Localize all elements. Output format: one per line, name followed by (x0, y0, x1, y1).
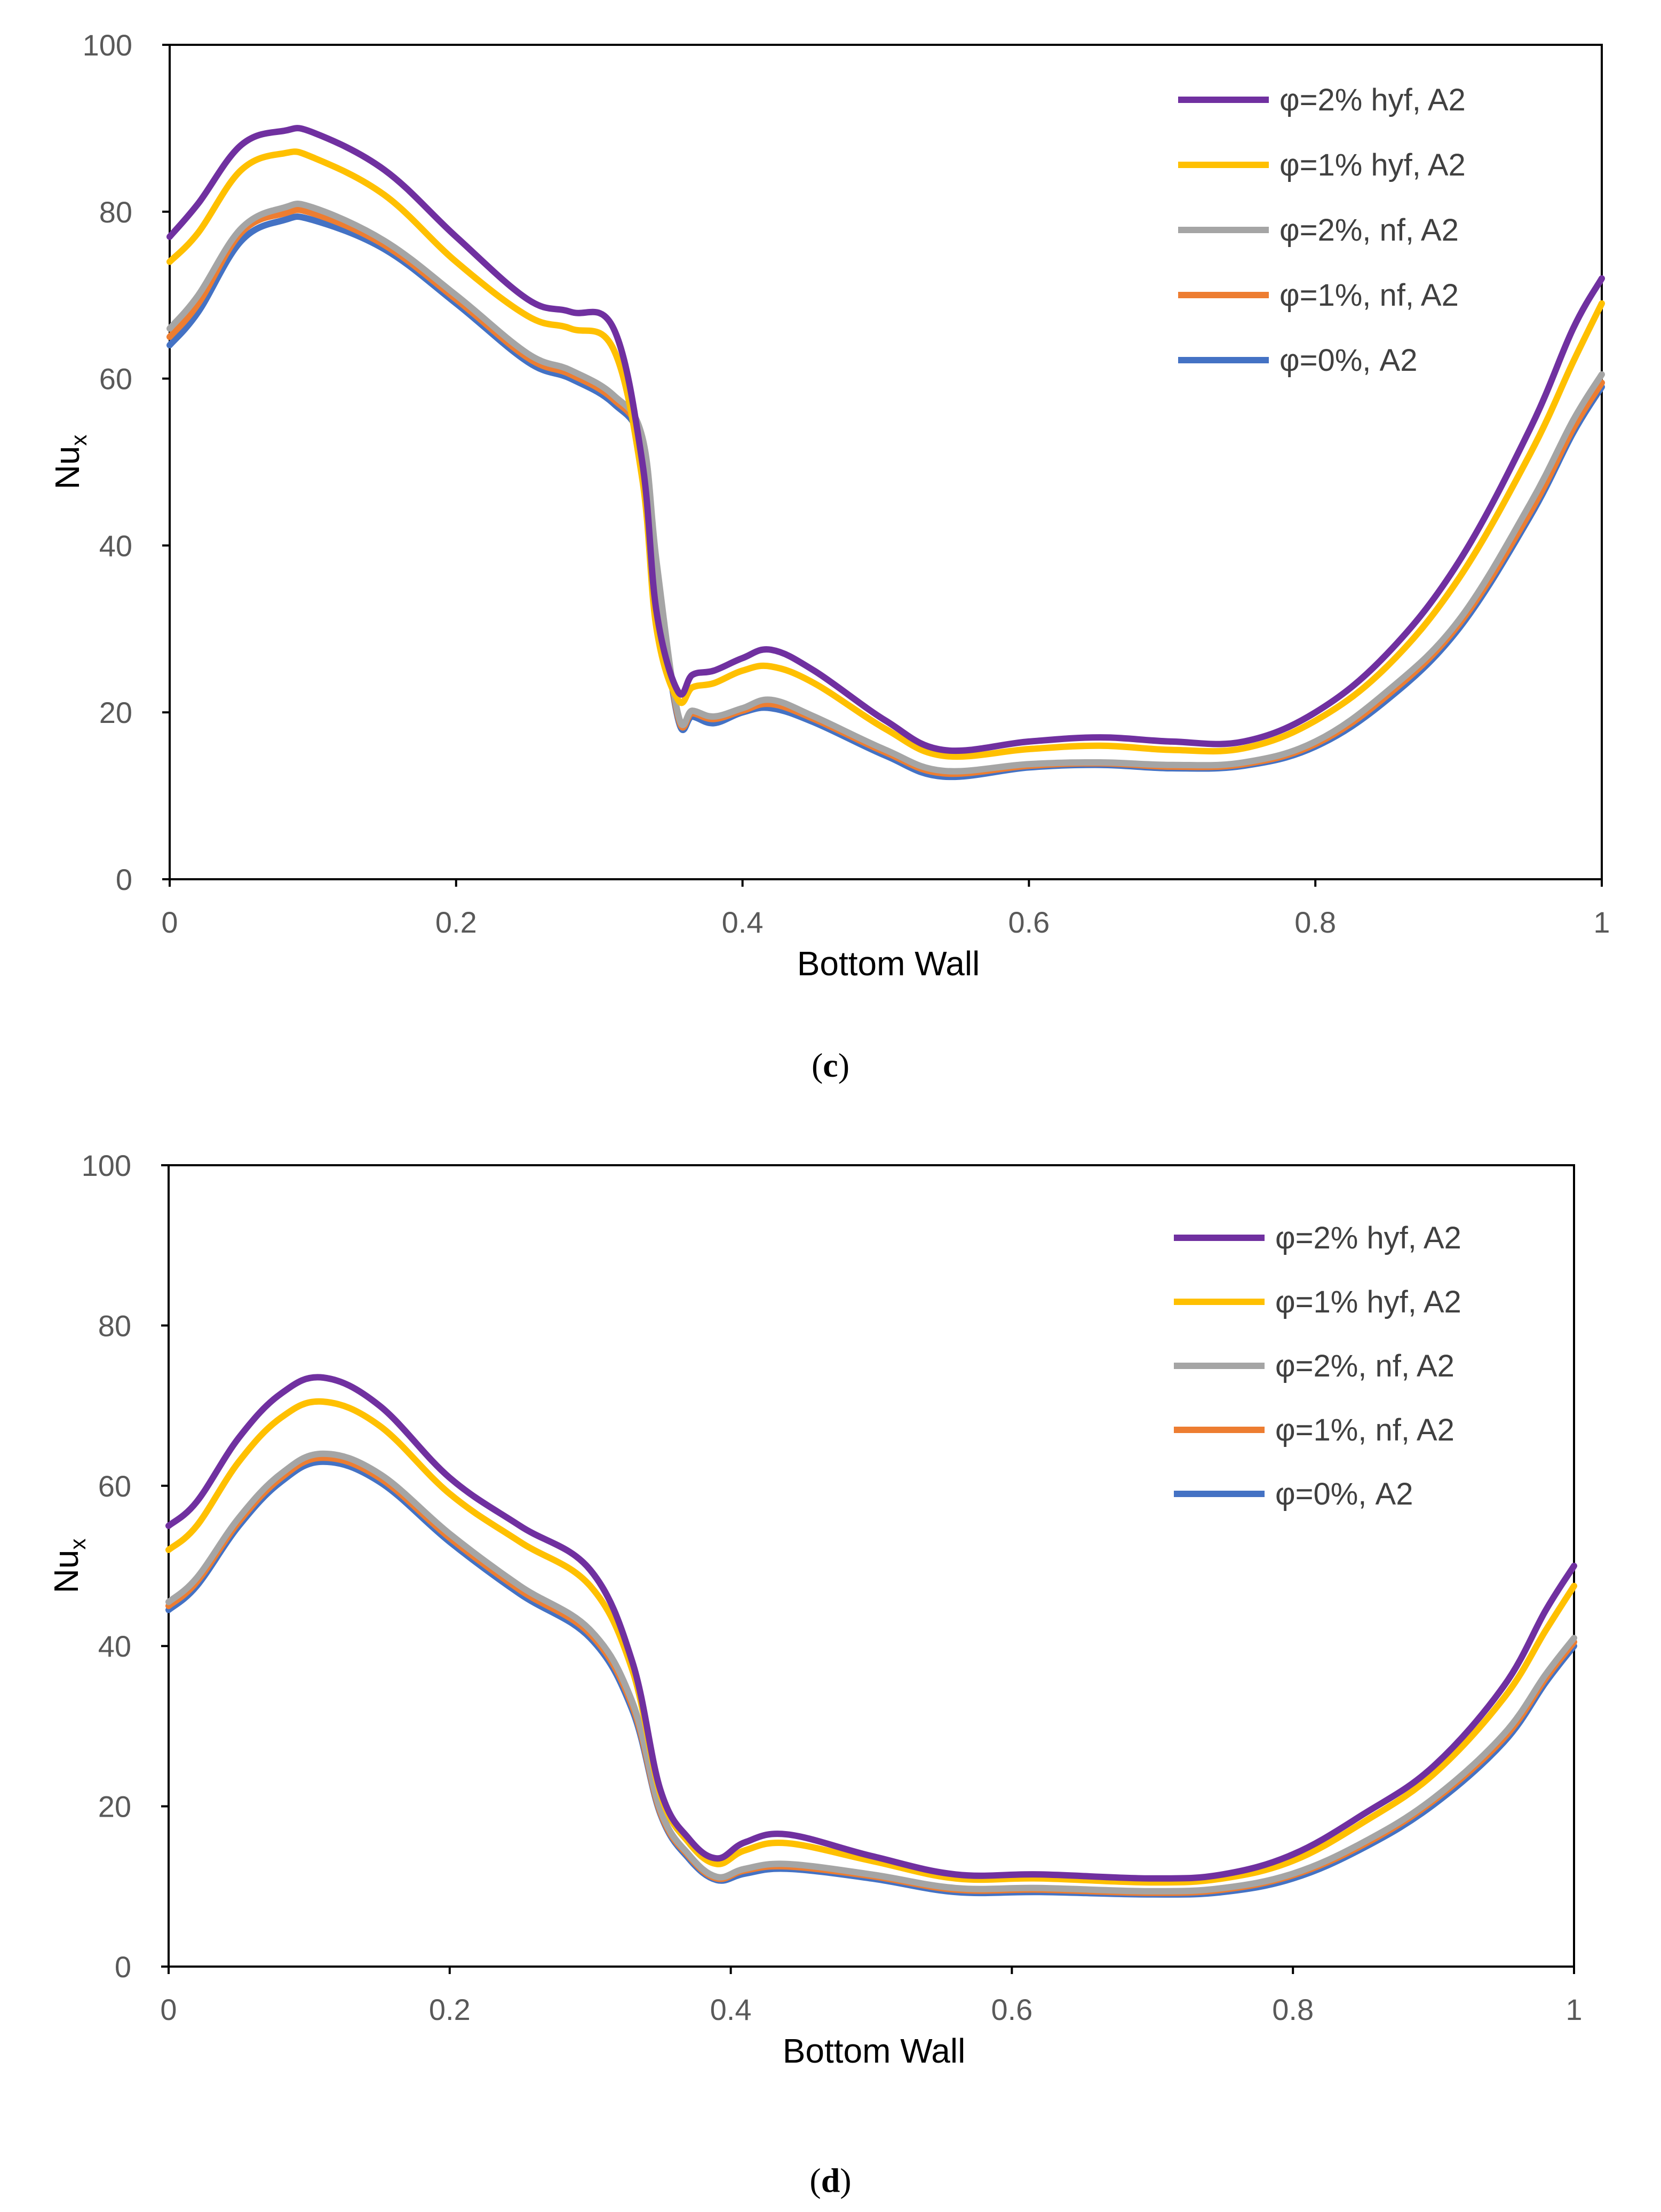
x-tick-label: 0.2 (429, 1993, 471, 2026)
x-tick-label: 0 (160, 1993, 177, 2026)
y-tick-label: 60 (99, 362, 132, 396)
plot-area (169, 44, 1603, 880)
y-axis-title: Nux (47, 1539, 90, 1594)
y-tick-label: 60 (98, 1469, 131, 1503)
chart-d: 0 20 40 60 80 100 0 0.2 0.4 0.6 0.8 1 Bottom Wall Nux… (47, 1149, 1583, 2070)
legend-label-4: φ=1%, nf, A2 (1279, 278, 1459, 313)
y-tick-label: 40 (99, 529, 132, 562)
series-line-1 (165, 1374, 1577, 1882)
y-tick-label: 40 (98, 1629, 131, 1663)
x-tick-label: 0.8 (1272, 1993, 1314, 2026)
chart-c: 0 20 40 60 80 100 0 0.2 0.4 0.6 0.8 1 Bottom Wall Nux… (48, 28, 1610, 983)
legend-label-5: φ=0%, A2 (1279, 343, 1417, 378)
y-axis-title: Nux (48, 435, 91, 490)
x-tick-label: 0 (161, 905, 178, 939)
x-tick-label: 0.6 (991, 1993, 1032, 2026)
y-tick-label: 100 (82, 1149, 131, 1182)
chart-panel-d: 0 20 40 60 80 100 0 0.2 0.4 0.6 0.8 1 Bottom Wall Nux… (0, 1115, 1661, 2212)
series-line-2 (166, 148, 1605, 760)
x-axis-title: Bottom Wall (783, 2032, 966, 2070)
series-line-1 (166, 125, 1605, 754)
series-line-2 (165, 1398, 1577, 1886)
y-tick-label: 20 (98, 1790, 131, 1824)
x-tick-label: 0.2 (435, 905, 477, 939)
series-line-5 (165, 1458, 1577, 1898)
x-tick-label: 1 (1565, 1993, 1582, 2026)
legend-label-4: φ=1%, nf, A2 (1275, 1413, 1455, 1447)
series-line-3 (166, 201, 1605, 775)
legend-label-5: φ=0%, A2 (1275, 1477, 1413, 1511)
x-tick-label: 0.6 (1008, 905, 1050, 939)
y-tick-label: 80 (98, 1309, 131, 1342)
series-line-4 (165, 1454, 1577, 1896)
y-tick-label: 20 (99, 696, 132, 729)
caption-d: (d) (809, 2161, 852, 2199)
legend-label-1: φ=2% hyf, A2 (1279, 83, 1466, 117)
legend-label-3: φ=2%, nf, A2 (1279, 213, 1459, 248)
x-tick-label: 1 (1593, 905, 1610, 939)
x-axis-title: Bottom Wall (797, 944, 980, 983)
x-tick-label: 0.4 (710, 1993, 752, 2026)
y-tick-label: 80 (99, 195, 132, 229)
legend-label-1: φ=2% hyf, A2 (1275, 1221, 1461, 1255)
y-tick-label: 100 (83, 28, 132, 62)
series-line-3 (165, 1450, 1577, 1895)
legend-label-2: φ=1% hyf, A2 (1279, 148, 1466, 182)
x-tick-label: 0.8 (1294, 905, 1336, 939)
legend-label-3: φ=2%, nf, A2 (1275, 1349, 1455, 1383)
x-tick-label: 0.4 (722, 905, 764, 939)
chart-panel-c: 0 20 40 60 80 100 0 0.2 0.4 0.6 0.8 1 Bottom Wall Nux… (0, 0, 1661, 1094)
legend-label-2: φ=1% hyf, A2 (1275, 1285, 1461, 1319)
y-tick-label: 0 (116, 863, 132, 896)
y-tick-label: 0 (115, 1950, 131, 1984)
caption-c: (c) (811, 1046, 850, 1084)
